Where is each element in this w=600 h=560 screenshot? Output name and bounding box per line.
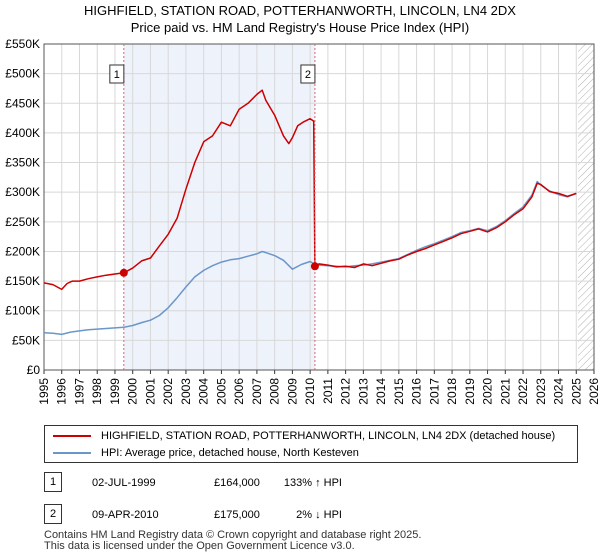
x-tick-label: 1997 (72, 378, 86, 405)
transaction-date: 09-APR-2010 (92, 509, 159, 521)
property-price-line (43, 89, 577, 291)
x-tick-label: 1998 (90, 378, 104, 405)
transaction-date: 02-JUL-1999 (92, 477, 156, 489)
hpi-line (43, 180, 577, 336)
sale-point (119, 268, 128, 277)
y-tick-label: £150K (5, 274, 40, 288)
chart-title-line1: HIGHFIELD, STATION ROAD, POTTERHANWORTH,… (84, 3, 516, 18)
x-tick-label: 2022 (516, 378, 530, 405)
x-tick-label: 2009 (285, 378, 299, 405)
chart-title: HIGHFIELD, STATION ROAD, POTTERHANWORTH,… (0, 2, 600, 36)
transaction-price: £175,000 (214, 509, 260, 521)
footer-copyright: Contains HM Land Registry data © Crown c… (44, 529, 422, 541)
transaction-price: £164,000 (214, 477, 260, 489)
chart-title-line2: Price paid vs. HM Land Registry's House … (130, 20, 470, 35)
y-tick-label: £300K (5, 185, 40, 199)
x-tick-label: 2012 (339, 378, 353, 405)
x-tick-label: 2003 (179, 378, 193, 405)
transaction-number: 1 (44, 472, 62, 492)
y-tick-label: £500K (5, 67, 40, 81)
x-tick-label: 2020 (481, 378, 495, 405)
x-tick-label: 1995 (37, 378, 51, 405)
x-tick-label: 2011 (321, 378, 335, 404)
transaction-hpi-delta: 2% ↓ HPI (296, 509, 342, 521)
x-tick-label: 2017 (427, 378, 441, 405)
forecast-hatch (578, 44, 594, 370)
x-tick-label: 2026 (587, 378, 600, 405)
legend-label-property: HIGHFIELD, STATION ROAD, POTTERHANWORTH,… (101, 430, 556, 442)
footer: Contains HM Land Registry data © Crown c… (44, 530, 584, 552)
y-tick-label: £400K (5, 126, 40, 140)
x-tick-label: 2018 (445, 378, 459, 405)
legend-swatch-hpi (53, 452, 91, 454)
legend-swatch-property (53, 435, 91, 437)
sale-point (310, 262, 319, 271)
x-tick-label: 2019 (463, 378, 477, 405)
x-tick-label: 2021 (498, 378, 512, 405)
x-tick-label: 2024 (552, 378, 566, 405)
y-tick-label: £50K (12, 333, 40, 347)
x-tick-label: 2013 (356, 378, 370, 405)
x-tick-label: 2010 (303, 378, 317, 405)
x-tick-label: 2004 (197, 378, 211, 405)
legend-label-hpi: HPI: Average price, detached house, Nort… (101, 447, 359, 459)
x-tick-label: 2015 (392, 378, 406, 405)
x-tick-label: 2001 (143, 378, 157, 405)
sale-badge (109, 64, 125, 84)
x-tick-label: 2023 (534, 378, 548, 405)
transaction-hpi-delta: 133% ↑ HPI (283, 477, 342, 489)
sale-badge (300, 64, 316, 84)
x-tick-label: 2008 (268, 378, 282, 405)
ownership-shade (123, 44, 315, 370)
y-tick-label: £550K (5, 37, 40, 51)
y-tick-label: £0 (27, 363, 41, 377)
x-tick-label: 2025 (569, 378, 583, 405)
x-tick-label: 1996 (55, 378, 69, 405)
y-tick-label: £350K (5, 156, 40, 170)
x-tick-label: 1999 (108, 378, 122, 405)
x-tick-label: 2002 (161, 378, 175, 405)
x-tick-label: 2014 (374, 378, 388, 405)
plot-border (43, 43, 595, 371)
x-tick-label: 2007 (250, 378, 264, 405)
x-tick-label: 2006 (232, 378, 246, 405)
x-tick-label: 2005 (214, 378, 228, 405)
x-tick-label: 2000 (126, 378, 140, 405)
sale-badge-label: 1 (114, 69, 120, 81)
y-tick-label: £250K (5, 215, 40, 229)
y-tick-label: £100K (5, 304, 40, 318)
y-tick-label: £200K (5, 244, 40, 258)
footer-licence: This data is licensed under the Open Gov… (44, 540, 355, 552)
y-tick-label: £450K (5, 96, 40, 110)
sale-badge-label: 2 (305, 69, 311, 81)
x-tick-label: 2016 (410, 378, 424, 405)
transaction-number: 2 (44, 504, 62, 524)
price-chart: £0 £50K £100K £150K £200K £250K £300K £350K £400… (5, 37, 600, 405)
legend: HIGHFIELD, STATION ROAD, POTTERHANWORTH,… (44, 425, 578, 463)
